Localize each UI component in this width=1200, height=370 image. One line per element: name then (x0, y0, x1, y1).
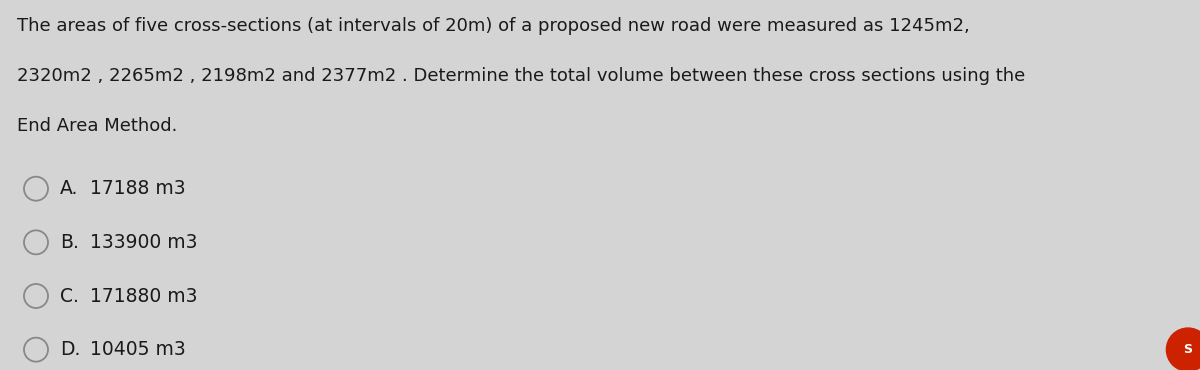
Ellipse shape (1166, 328, 1200, 370)
Text: S: S (1183, 343, 1193, 356)
Text: 10405 m3: 10405 m3 (90, 340, 186, 359)
Text: 171880 m3: 171880 m3 (90, 286, 198, 306)
Text: The areas of five cross-sections (at intervals of 20m) of a proposed new road we: The areas of five cross-sections (at int… (17, 17, 970, 35)
Text: 2320m2 , 2265m2 , 2198m2 and 2377m2 . Determine the total volume between these c: 2320m2 , 2265m2 , 2198m2 and 2377m2 . De… (17, 67, 1025, 85)
Text: B.: B. (60, 233, 79, 252)
Text: 17188 m3: 17188 m3 (90, 179, 186, 198)
Text: 133900 m3: 133900 m3 (90, 233, 198, 252)
Text: A.: A. (60, 179, 78, 198)
Text: C.: C. (60, 286, 79, 306)
Text: End Area Method.: End Area Method. (17, 117, 178, 135)
Text: D.: D. (60, 340, 80, 359)
